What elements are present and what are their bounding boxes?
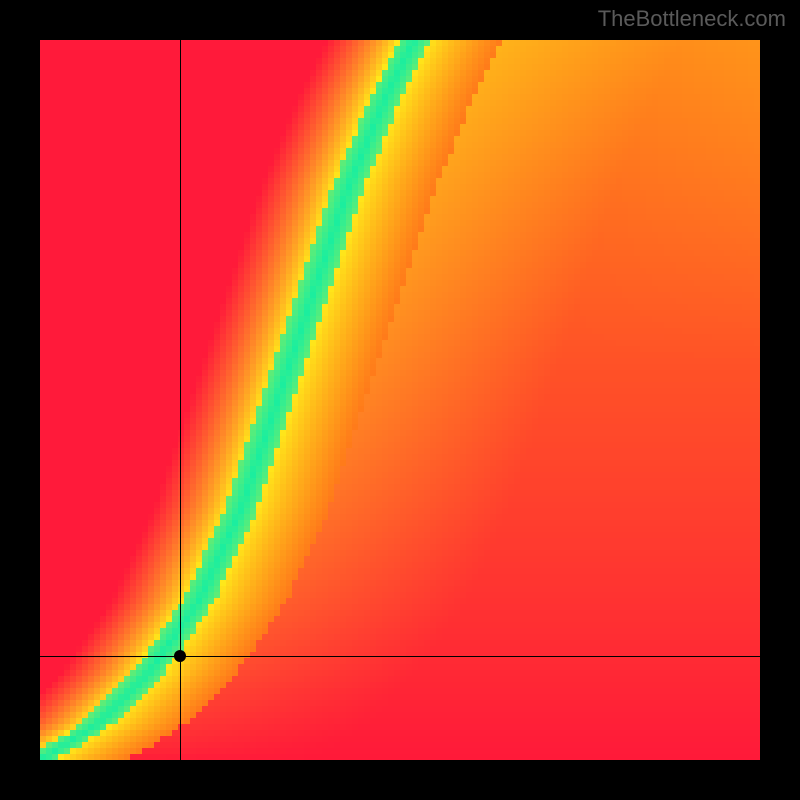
plot-area (40, 40, 760, 760)
heatmap-canvas (40, 40, 760, 760)
chart-container: TheBottleneck.com (0, 0, 800, 800)
watermark-text: TheBottleneck.com (598, 6, 786, 32)
crosshair-horizontal (40, 656, 760, 657)
crosshair-marker (174, 650, 186, 662)
